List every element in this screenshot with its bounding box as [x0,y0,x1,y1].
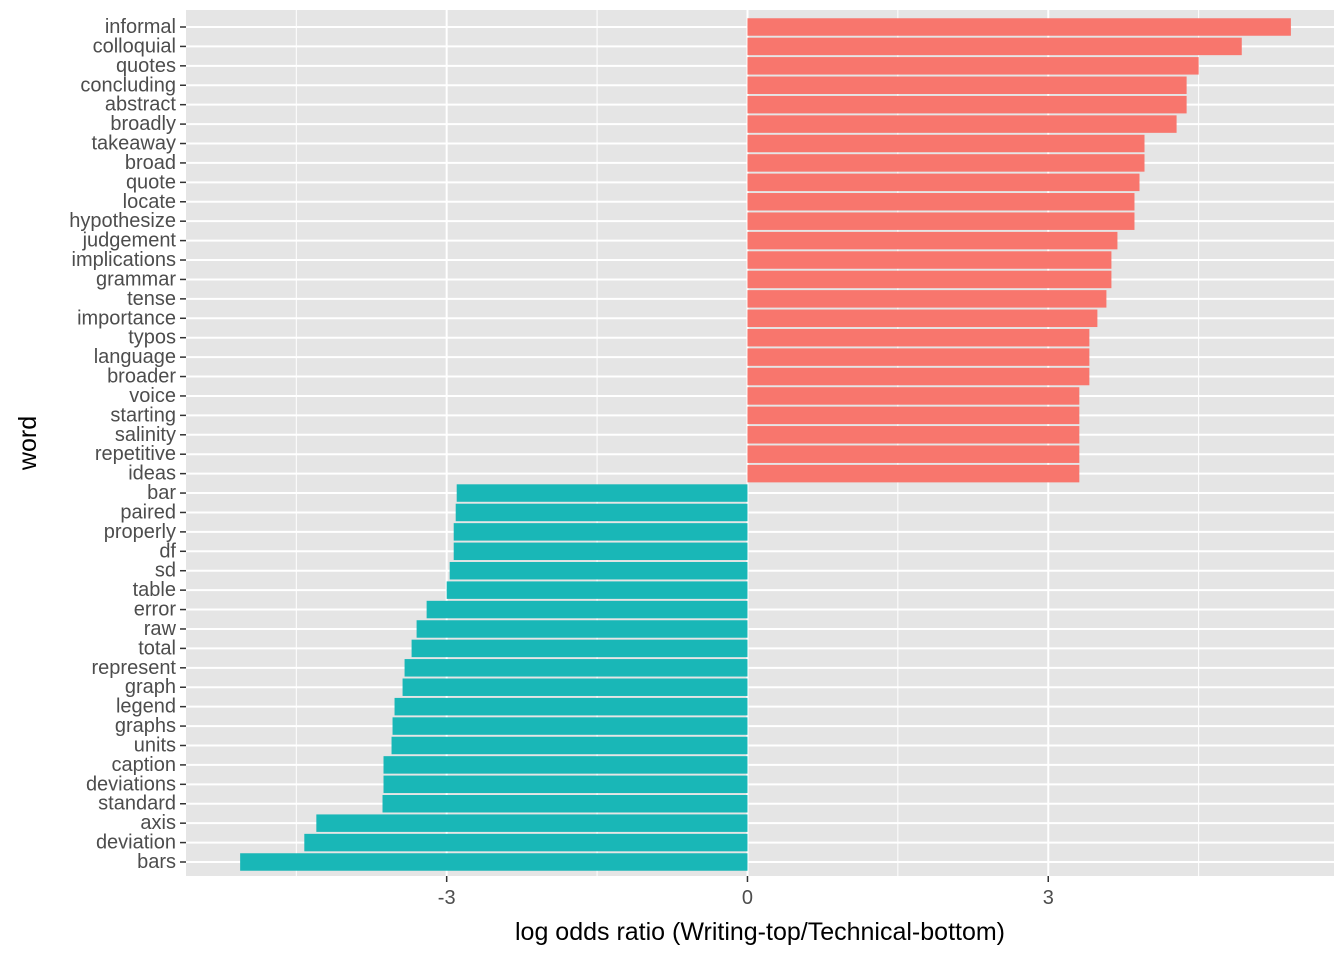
bar-table [446,581,748,599]
y-tick-label: hypothesize [69,210,176,232]
y-tick-label: deviations [86,773,176,795]
bar-hypothesize [747,212,1135,230]
x-axis: -3 0 3 [438,876,1054,909]
bar-broader [747,367,1090,386]
y-tick-label: broad [125,152,176,174]
bar-language [747,348,1090,366]
y-tick-label: quote [126,171,176,193]
y-tick-label: units [134,734,176,756]
bar-ideas [747,464,1080,483]
y-tick-label: informal [105,16,176,38]
y-tick-label: raw [144,618,177,640]
y-tick-label: concluding [80,74,176,96]
y-tick-label: ideas [128,463,176,485]
bar-colloquial [747,37,1242,56]
y-tick-label: caption [112,754,177,776]
bar-graph [402,678,748,696]
y-tick-label: broader [107,366,176,388]
bar-df [453,542,748,561]
x-tick-label: 0 [742,887,753,909]
bar-error [426,600,748,619]
bar-raw [416,620,748,638]
x-axis-title: log odds ratio (Writing-top/Technical-bo… [515,918,1005,946]
y-tick-label: error [134,599,177,621]
bar-axis [316,814,748,832]
bar-properly [453,523,748,541]
y-tick-label: takeaway [92,133,177,155]
x-tick-label: 3 [1043,887,1054,909]
bar-standard [382,795,748,813]
y-tick-label: grammar [96,268,176,290]
bar-salinity [747,426,1080,444]
bar-legend [394,697,748,716]
y-tick-label: repetitive [95,443,176,465]
y-tick-label: deviation [96,832,176,854]
bar-starting [747,406,1080,425]
bar-concluding [747,76,1187,94]
y-tick-label: axis [140,812,176,834]
y-tick-label: judgement [82,230,177,252]
bar-caption [383,756,748,774]
bar-bars [240,853,748,871]
y-tick-label: tense [127,288,176,310]
y-tick-label: broadly [110,113,176,135]
bar-quotes [747,57,1199,75]
bar-broad [747,154,1145,172]
x-tick-label: -3 [438,887,456,909]
bar-quote [747,173,1140,192]
y-tick-label: graphs [115,715,176,737]
y-tick-label: typos [128,327,176,349]
bar-sd [449,561,748,580]
y-tick-label: voice [129,385,176,407]
bar-implications [747,251,1112,269]
bar-informal [747,18,1291,36]
bar-voice [747,387,1080,405]
y-tick-label: df [159,540,176,562]
y-axis: informalcolloquialquotesconcludingabstra… [69,16,186,873]
bar-tense [747,290,1107,308]
y-tick-label: colloquial [93,35,176,57]
y-tick-label: quotes [116,55,176,77]
y-tick-label: starting [110,404,176,426]
y-tick-label: salinity [115,424,176,446]
y-tick-label: importance [77,307,176,329]
bar-judgement [747,231,1118,250]
bars-group [240,18,1291,871]
bar-deviation [304,833,748,852]
y-tick-label: represent [92,657,177,679]
bar-represent [404,659,748,677]
bar-broadly [747,115,1177,133]
bar-takeaway [747,134,1145,153]
bar-deviations [383,775,748,794]
y-tick-label: table [133,579,176,601]
y-tick-label: abstract [105,94,177,116]
y-tick-label: graph [125,676,176,698]
y-tick-label: locate [123,191,176,213]
bar-graphs [392,717,748,735]
bar-bar [456,484,748,502]
y-tick-label: bars [137,851,176,873]
bar-locate [747,193,1135,211]
y-tick-label: sd [155,560,176,582]
y-tick-label: bar [147,482,176,504]
bar-importance [747,309,1098,328]
bar-total [411,639,748,658]
y-tick-label: paired [120,501,176,523]
y-tick-label: legend [116,696,176,718]
y-tick-label: standard [98,793,176,815]
bar-units [391,736,748,755]
y-axis-title: word [14,416,42,471]
y-tick-label: properly [104,521,176,543]
y-tick-label: total [138,637,176,659]
bar-grammar [747,270,1112,289]
y-tick-label: language [94,346,176,368]
y-tick-label: implications [72,249,176,271]
bar-typos [747,328,1090,347]
bar-repetitive [747,445,1080,463]
bar-abstract [747,95,1187,114]
bar-paired [455,503,748,522]
